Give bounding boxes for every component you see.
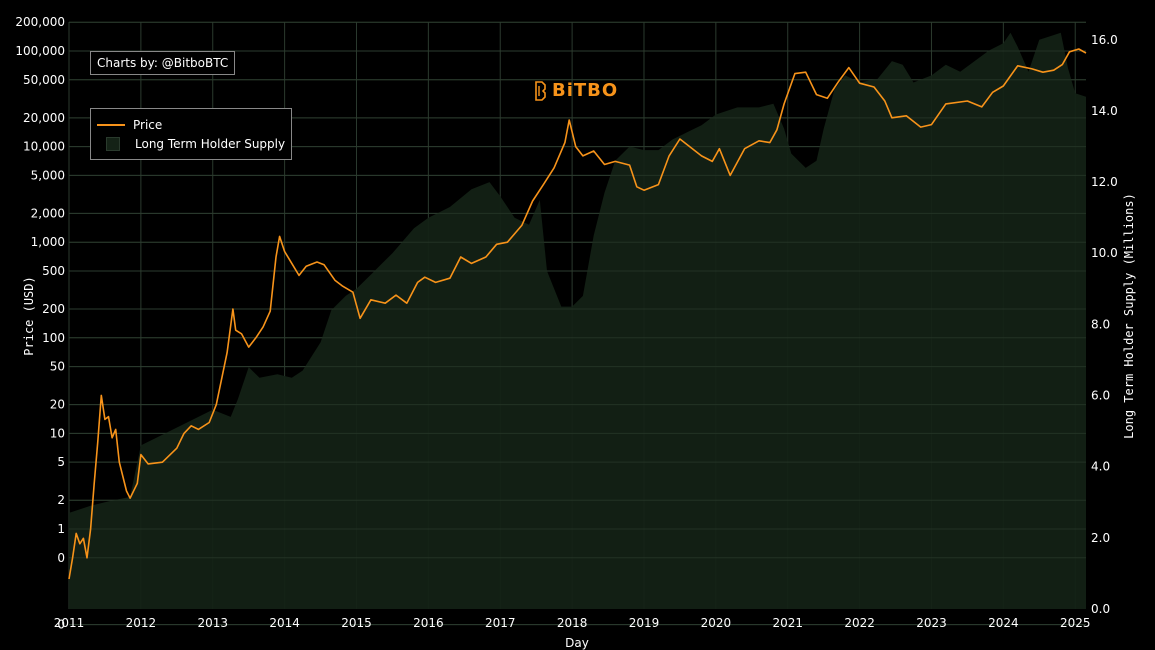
left-tick-label: 500 [42,264,65,278]
price-line-layer [68,48,1087,580]
left-tick-label: 10 [50,426,65,440]
left-tick-label: 0 [57,618,65,632]
supply-swatch [106,136,120,151]
x-tick-label: 2011 [54,616,85,630]
bitbo-logo-icon [535,80,546,101]
right-tick-label: 6.0 [1091,389,1110,403]
right-tick-label: 16.0 [1091,33,1118,47]
x-tick-label: 2022 [844,616,875,630]
x-axis-title: Day [565,636,589,650]
supply-area [69,32,1086,609]
x-tick-label: 2025 [1060,616,1091,630]
legend-label-price: Price [133,117,163,132]
left-tick-label: 2,000 [31,206,65,220]
legend-label-supply: Long Term Holder Supply [135,136,286,151]
price-line [68,48,1087,580]
left-tick-label: 20,000 [23,111,65,125]
x-tick-label: 2016 [413,616,444,630]
chart-credit: Charts by: @BitboBTC [90,51,236,75]
left-axis-title: Price (USD) [22,276,36,355]
left-axis-ticks: 0 0 1 2 5 10 20 50 100 200 500 1,000 2,000 5,000 10,00… [15,15,65,631]
right-tick-label: 12.0 [1091,175,1118,189]
left-tick-label: 2 [57,493,65,507]
right-tick-label: 10.0 [1091,246,1118,260]
x-tick-label: 2024 [988,616,1019,630]
left-tick-label: 5 [57,455,65,469]
right-axis-ticks: 0.0 2.0 4.0 6.0 8.0 10.0 12.0 14.0 16.0 [1091,33,1118,616]
left-tick-label: 100 [42,331,65,345]
x-tick-label: 2021 [772,616,803,630]
bitbo-logo: BiTBO [534,80,618,101]
x-tick-label: 2018 [557,616,588,630]
right-tick-label: 2.0 [1091,531,1110,545]
left-tick-label: 1,000 [31,235,65,249]
x-tick-label: 2020 [701,616,732,630]
x-tick-label: 2023 [916,616,947,630]
x-tick-label: 2015 [341,616,372,630]
left-tick-label: 0 [57,551,65,565]
right-axis-title: Long Term Holder Supply (Millions) [1122,193,1136,439]
legend-item-price[interactable]: Price [97,115,285,134]
right-tick-label: 8.0 [1091,317,1110,331]
left-tick-label: 200,000 [15,15,65,29]
right-tick-label: 0.0 [1091,602,1110,616]
x-tick-label: 2013 [197,616,228,630]
legend: Price Long Term Holder Supply [90,108,293,160]
x-tick-label: 2014 [269,616,300,630]
price-swatch [97,123,125,126]
right-tick-label: 14.0 [1091,104,1118,118]
left-tick-label: 200 [42,302,65,316]
left-tick-label: 50 [50,360,65,374]
bitbo-logo-text: BiTBO [552,80,619,101]
left-tick-label: 5,000 [31,168,65,182]
right-tick-label: 4.0 [1091,460,1110,474]
x-tick-label: 2019 [629,616,660,630]
x-tick-label: 2012 [126,616,157,630]
x-tick-label: 2017 [485,616,516,630]
legend-item-supply[interactable]: Long Term Holder Supply [97,134,285,153]
left-tick-label: 20 [50,398,65,412]
left-tick-label: 10,000 [23,140,65,154]
left-tick-label: 1 [57,522,65,536]
left-tick-label: 100,000 [15,44,65,58]
left-tick-label: 50,000 [23,73,65,87]
x-axis-ticks: 2011 2012 2013 2014 2015 2016 2017 2018 2019 2020… [54,616,1091,630]
